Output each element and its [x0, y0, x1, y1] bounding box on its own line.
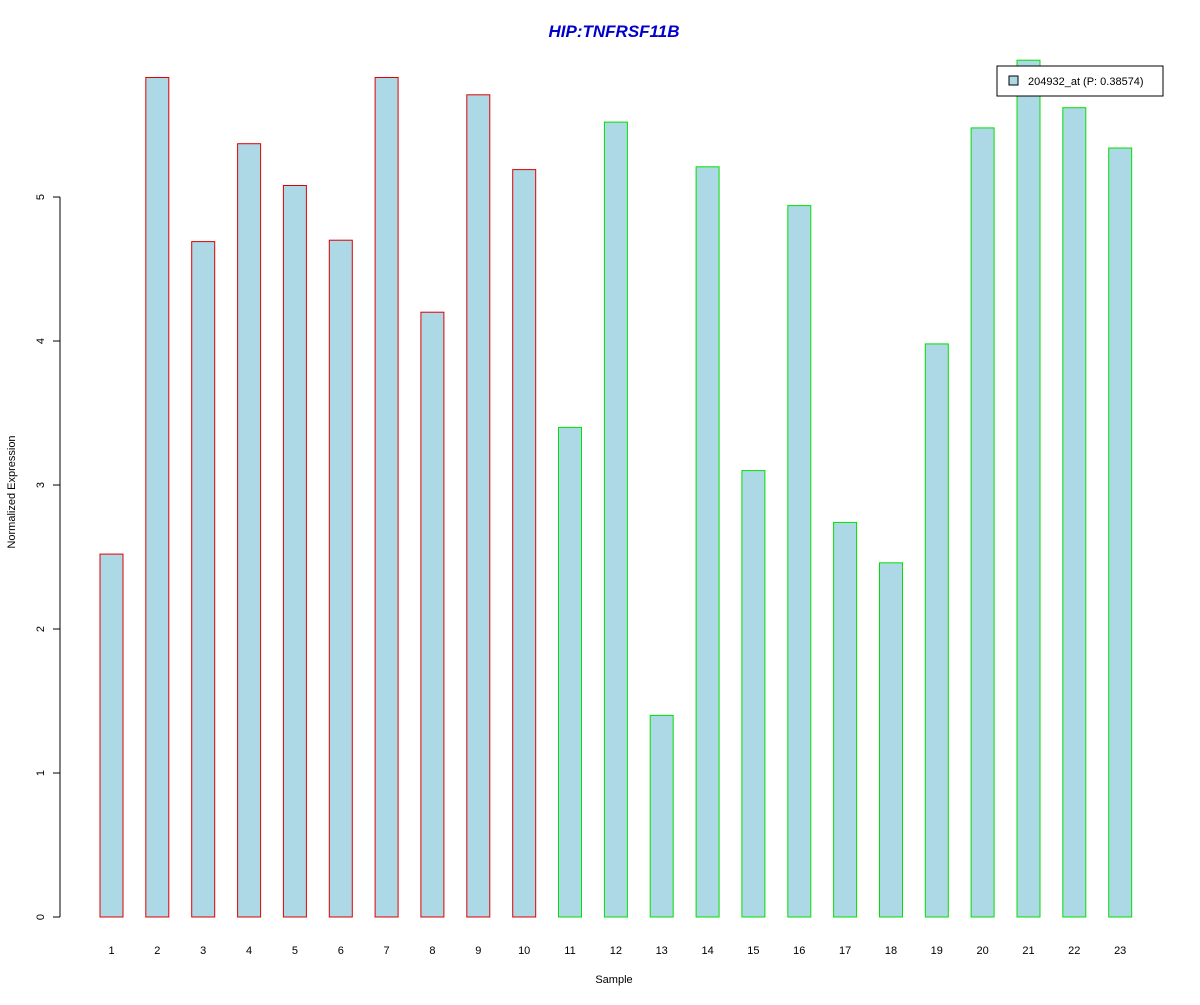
x-tick-label: 6 [338, 945, 344, 957]
bar-sample-14 [695, 166, 720, 918]
y-tick-label: 0 [35, 914, 47, 920]
bar-sample-16 [787, 205, 812, 918]
y-tick-label: 1 [35, 770, 47, 776]
bar-sample-1 [99, 553, 124, 918]
x-tick-label: 20 [976, 945, 988, 957]
x-tick-label: 22 [1068, 945, 1080, 957]
x-tick-label: 8 [429, 945, 435, 957]
bar-sample-17 [833, 521, 858, 918]
bar-sample-22 [1062, 107, 1087, 918]
bar-sample-2 [145, 77, 170, 918]
bar-sample-4 [237, 143, 262, 918]
x-tick-label: 4 [246, 945, 252, 957]
x-tick-label: 16 [793, 945, 805, 957]
bar-sample-21 [1016, 59, 1041, 918]
x-tick-label: 10 [518, 945, 530, 957]
bar-sample-19 [924, 343, 949, 918]
x-tick-label: 2 [154, 945, 160, 957]
legend-box [996, 65, 1164, 97]
y-axis: 0 1 2 3 4 5 [35, 194, 61, 920]
bar-sample-9 [466, 94, 491, 918]
x-tick-label: 5 [292, 945, 298, 957]
bar-sample-10 [512, 169, 537, 918]
x-axis-tick-labels: 1 2 3 4 5 6 7 8 9 10 11 12 13 14 15 16 17 18 19 20 21 22 23 [108, 945, 1126, 957]
x-tick-label: 13 [656, 945, 668, 957]
bars [99, 59, 1133, 918]
x-tick-label: 14 [701, 945, 713, 957]
bar-sample-8 [420, 311, 445, 918]
bar-sample-18 [879, 562, 903, 918]
y-tick-label: 5 [35, 194, 47, 200]
y-tick-label: 3 [35, 482, 47, 488]
x-tick-label: 9 [475, 945, 481, 957]
bar-sample-3 [191, 241, 216, 918]
bar-sample-12 [603, 121, 628, 918]
x-tick-label: 1 [108, 945, 114, 957]
bar-sample-5 [282, 185, 307, 918]
bar-sample-13 [649, 714, 674, 918]
x-tick-label: 17 [839, 945, 851, 957]
legend-label: 204932_at (P: 0.38574) [1028, 76, 1144, 88]
y-axis-label: Normalized Expression [6, 435, 18, 548]
x-tick-label: 3 [200, 945, 206, 957]
bar-sample-23 [1108, 147, 1133, 918]
legend-swatch [1008, 75, 1019, 86]
x-tick-label: 23 [1114, 945, 1126, 957]
bar-sample-7 [374, 77, 399, 918]
x-tick-label: 18 [885, 945, 897, 957]
x-tick-label: 7 [384, 945, 390, 957]
chart-title: HIP:TNFRSF11B [549, 22, 680, 41]
x-tick-label: 12 [610, 945, 622, 957]
legend: 204932_at (P: 0.38574) [996, 65, 1164, 97]
bar-sample-20 [970, 127, 995, 918]
bar-sample-11 [558, 426, 582, 918]
x-tick-label: 21 [1022, 945, 1034, 957]
bar-sample-15 [741, 470, 766, 918]
x-axis-label: Sample [595, 974, 632, 986]
x-tick-label: 11 [564, 945, 575, 957]
y-tick-label: 2 [35, 626, 47, 632]
x-tick-label: 19 [931, 945, 943, 957]
x-tick-label: 15 [747, 945, 759, 957]
bar-sample-6 [328, 239, 353, 918]
y-tick-label: 4 [35, 338, 47, 344]
